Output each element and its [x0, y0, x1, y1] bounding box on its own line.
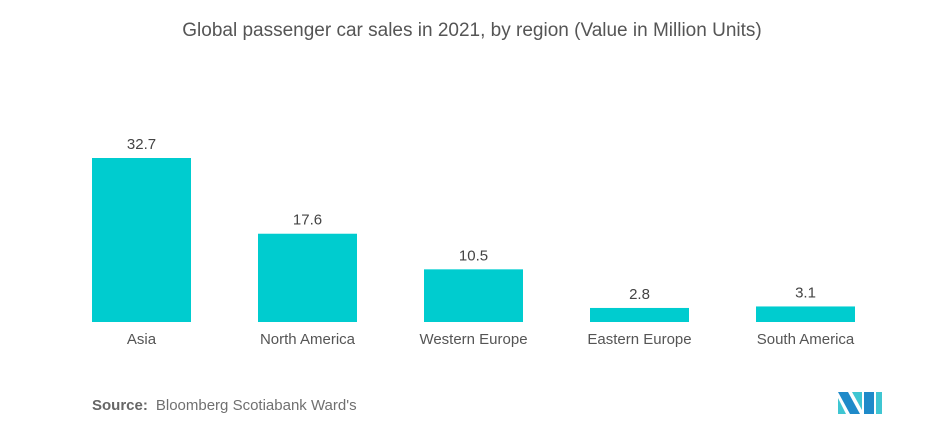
bar-south-america: [756, 306, 855, 322]
bar-north-america: [258, 233, 357, 322]
mordor-intelligence-logo-icon: [838, 392, 882, 414]
bar-eastern-europe: [590, 307, 689, 322]
source-label: Source:: [92, 397, 148, 414]
source-note: Source: Bloomberg Scotiabank Ward's: [92, 397, 357, 414]
data-label: 32.7: [127, 136, 156, 153]
bar-asia: [92, 158, 191, 322]
x-tick-label: Asia: [127, 331, 157, 348]
data-label: 10.5: [459, 247, 488, 264]
bar-western-europe: [424, 269, 523, 322]
x-tick-label: Eastern Europe: [587, 331, 691, 348]
x-tick-label: North America: [260, 331, 356, 348]
data-label: 17.6: [293, 212, 322, 229]
chart-title: Global passenger car sales in 2021, by r…: [182, 20, 762, 41]
data-label: 2.8: [629, 286, 650, 303]
data-label: 3.1: [795, 284, 816, 301]
source-text: Bloomberg Scotiabank Ward's: [155, 397, 357, 414]
x-tick-label: Western Europe: [419, 331, 527, 348]
x-tick-label: South America: [757, 331, 855, 348]
